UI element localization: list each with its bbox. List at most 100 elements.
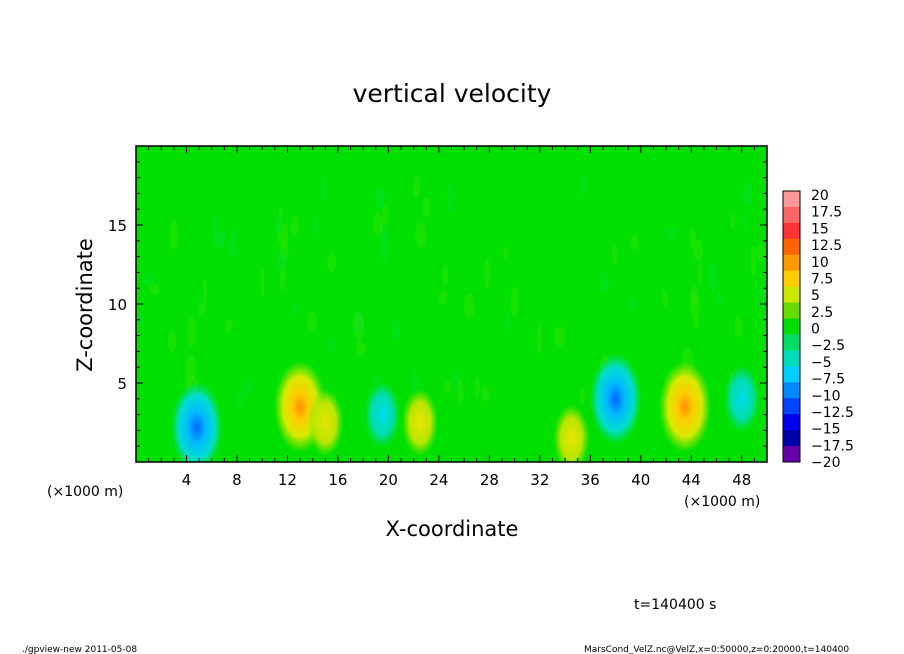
field-texture [202,279,207,307]
field-texture [198,288,204,309]
colorbar-swatch [783,286,800,304]
field-texture [457,378,464,404]
field-texture [579,176,587,196]
colorbar-swatch [783,366,800,383]
colorbar-label: −20 [811,455,841,471]
field-texture [697,262,703,284]
field-texture [372,212,384,236]
x-axis-label: X-coordinate [386,517,519,541]
colorbar-frame [782,190,801,463]
colorbar-swatch [783,430,800,447]
colorbar-label: −2.5 [811,338,845,354]
field-texture [374,188,386,209]
downdraft-cell [170,381,223,462]
field-texture [442,264,449,286]
colorbar-label: 20 [811,188,829,204]
field-texture [214,229,227,248]
field-texture [730,213,736,230]
field-texture [689,228,697,250]
field-texture [321,176,328,202]
field-texture [750,245,757,277]
x-unit-label-right: (×1000 m) [684,494,760,510]
colorbar-swatch [783,191,800,208]
field-texture [409,369,419,395]
colorbar-label: 7.5 [811,271,833,287]
x-tick-label: 20 [379,471,398,489]
colorbar-swatch [783,254,800,272]
field-texture [690,292,700,321]
field-texture [579,386,585,406]
field-texture [506,311,511,333]
footer-right: MarsCond_VelZ.nc@VelZ,x=0:50000,z=0:2000… [584,645,849,654]
x-unit-label-left: (×1000 m) [47,484,123,500]
field-texture [290,303,298,317]
field-texture [630,234,639,250]
field-texture [225,318,233,334]
field-texture [280,239,289,262]
x-tick-label: 40 [631,471,650,489]
field-texture [446,182,455,214]
field-texture [392,318,401,341]
field-texture [382,204,389,226]
field-texture [627,297,638,311]
field-texture [381,231,388,263]
colorbar-swatch [783,446,800,463]
y-axis-ticks: 5 10 15 [108,161,767,447]
field-texture [352,312,364,330]
field-texture [415,222,427,249]
field-texture [143,272,155,288]
x-tick-label: 32 [530,471,549,489]
field-texture [665,226,677,239]
field-texture [352,315,365,341]
field-texture [715,292,724,307]
field-texture [756,287,766,309]
field-texture [693,239,703,261]
colorbar-label: 12.5 [811,238,842,254]
colorbar-label: −5 [811,355,832,371]
field-texture [474,376,480,398]
downdraft-cell [723,364,760,433]
field-texture [352,309,364,335]
colorbar-label: −7.5 [811,372,845,388]
colorbar-swatch [783,270,800,288]
x-tick-label: 44 [682,471,701,489]
field-texture [313,215,318,237]
colorbar-label: 2.5 [811,305,833,321]
plot-area [135,145,768,463]
field-texture [689,284,699,305]
field-texture [443,380,452,394]
field-texture [554,326,566,348]
field-texture [537,324,542,355]
field-texture [451,371,460,392]
field-texture [150,282,159,296]
field-texture [275,250,287,270]
colorbar-label: 0 [811,322,820,338]
y-tick-label: 15 [108,217,127,235]
colorbar-swatch [783,382,800,399]
colorbar-label: 5 [811,288,820,304]
updraft-cell [307,388,344,457]
field-texture [510,286,520,317]
field-texture [241,380,254,395]
field-texture [355,340,366,356]
field-texture [463,292,475,319]
x-tick-label: 36 [581,471,600,489]
y-tick-label: 10 [108,296,127,314]
field-texture [438,290,448,305]
field-texture [422,197,431,218]
updraft-cell [658,360,711,453]
colorbar-swatch [783,238,800,256]
field-texture [136,312,145,327]
colorbar-label: −10 [811,388,841,404]
field-texture [170,219,179,250]
field-texture [483,259,491,288]
colorbar-label: −17.5 [811,438,854,454]
colorbar-swatch [783,318,800,335]
colorbar-label: 17.5 [811,205,842,221]
x-tick-label: 48 [732,471,751,489]
field-texture [275,212,281,240]
field-texture [260,266,265,298]
field-texture [228,227,239,258]
field-texture [611,243,618,265]
field-texture [167,330,176,354]
